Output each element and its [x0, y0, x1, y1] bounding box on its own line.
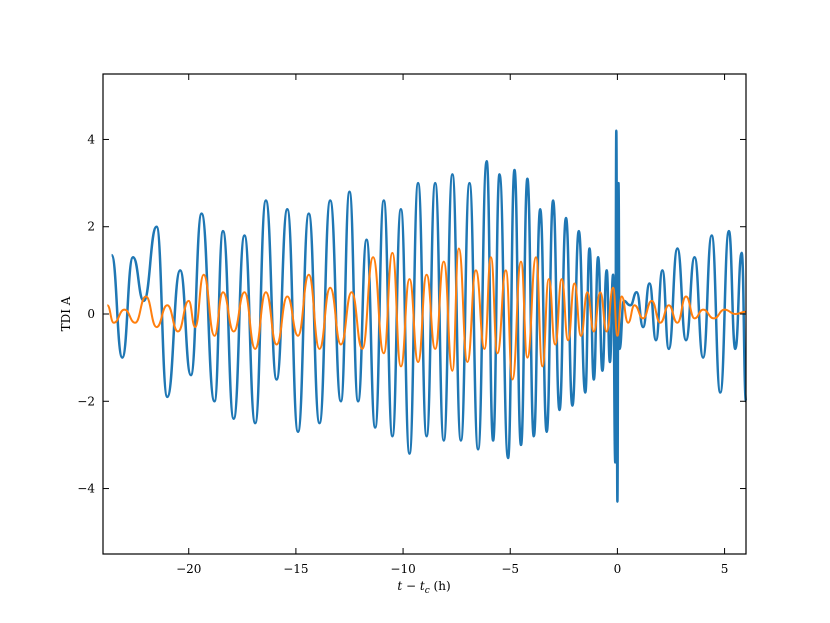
series-line-1	[110, 129, 748, 503]
y-tick-label: −2	[77, 394, 95, 408]
x-tick-label: 5	[721, 562, 729, 576]
x-tick-label: −10	[390, 562, 415, 576]
y-tick-label: 0	[87, 307, 95, 321]
series-layer	[106, 129, 748, 503]
x-tick-label: 0	[614, 562, 622, 576]
series-line-2	[106, 247, 747, 381]
y-tick-label: 2	[87, 220, 95, 234]
x-axis-label: t − tc (h)	[397, 579, 450, 596]
plot-frame	[102, 73, 747, 555]
y-tick-label: 4	[87, 132, 95, 146]
x-tick-label: −5	[501, 562, 519, 576]
x-tick-label: −20	[176, 562, 201, 576]
x-axis-label-main: t − t	[397, 579, 425, 593]
x-tick-label: −15	[283, 562, 308, 576]
y-axis-label: TDI A	[59, 296, 73, 331]
x-axis-label-sub: c	[425, 586, 430, 596]
x-axis-label-unit: (h)	[430, 579, 451, 593]
y-tick-label: −4	[77, 482, 95, 496]
